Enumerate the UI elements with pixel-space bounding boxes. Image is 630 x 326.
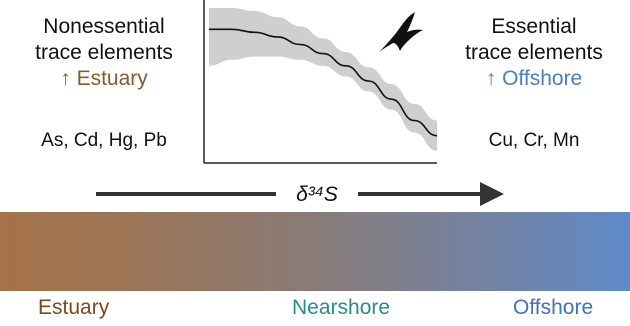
zone-offshore-label: Offshore <box>513 296 594 319</box>
trend-plot <box>203 0 437 164</box>
essential-elements-list: Cu, Cr, Mn <box>488 130 580 151</box>
right-arrow-icon: δ³⁴S <box>96 182 504 206</box>
confidence-band <box>209 8 437 151</box>
trend-line <box>208 28 437 137</box>
essential-heading-line2: trace elements <box>465 41 603 64</box>
essential-heading: Essential trace elements ↑ Offshore <box>438 14 630 92</box>
estuary-direction-label: ↑ Estuary <box>60 67 148 90</box>
nonessential-heading-line2: trace elements <box>35 41 173 64</box>
zone-estuary-label: Estuary <box>38 296 110 319</box>
nonessential-heading: Nonessential trace elements ↑ Estuary <box>0 14 208 92</box>
arrow-head <box>480 182 504 206</box>
estuary-to-offshore-gradient <box>0 212 630 291</box>
nonessential-heading-line1: Nonessential <box>43 15 165 38</box>
zone-nearshore-label: Nearshore <box>292 296 391 319</box>
delta-34s-label: δ³⁴S <box>296 183 338 206</box>
nonessential-elements-list: As, Cd, Hg, Pb <box>41 130 167 151</box>
essential-heading-line1: Essential <box>491 15 577 38</box>
seabird-silhouette-icon <box>379 12 423 52</box>
offshore-direction-label: ↑ Offshore <box>485 67 583 90</box>
